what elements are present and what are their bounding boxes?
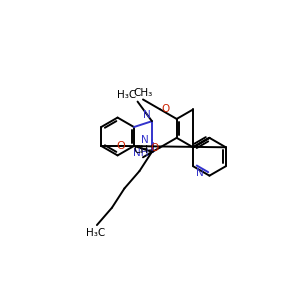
Text: H₃C: H₃C — [117, 90, 136, 100]
Text: N: N — [196, 168, 203, 178]
Text: CH₃: CH₃ — [134, 88, 153, 98]
Text: N: N — [141, 135, 149, 145]
Text: N: N — [143, 110, 151, 120]
Text: O: O — [116, 141, 125, 151]
Text: H₃C: H₃C — [86, 228, 105, 238]
Text: O: O — [150, 142, 158, 153]
Text: O: O — [161, 104, 170, 114]
Text: CH₃: CH₃ — [134, 146, 153, 155]
Text: NH: NH — [133, 148, 149, 158]
